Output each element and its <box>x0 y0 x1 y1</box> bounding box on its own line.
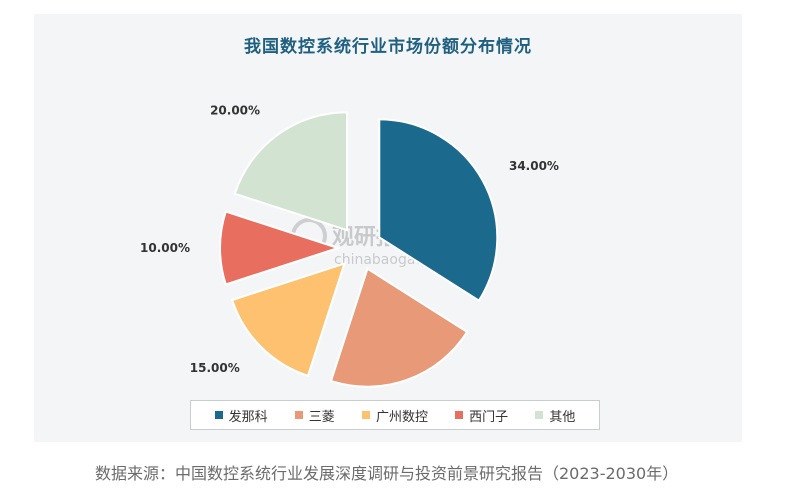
legend-label: 三菱 <box>308 409 335 425</box>
pie-slice-2 <box>230 261 347 378</box>
legend-swatch <box>535 411 544 419</box>
chart-title: 我国数控系统行业市场份额分布情况 <box>244 37 532 57</box>
legend-item-2: 广州数控 <box>361 406 428 425</box>
pie-slice-3 <box>219 210 342 286</box>
legend-item-4: 其他 <box>535 406 575 425</box>
pie-slice-0 <box>378 118 499 303</box>
pie-slice-1 <box>329 267 469 388</box>
legend-label: 西门子 <box>469 409 509 425</box>
pie-slice-4 <box>233 111 349 232</box>
data-label-2: 15.00% <box>190 361 240 375</box>
legend-label: 广州数控 <box>375 409 428 425</box>
data-label-4: 20.00% <box>210 103 260 117</box>
legend-swatch <box>361 411 370 419</box>
legend-swatch <box>455 411 464 419</box>
legend-item-3: 西门子 <box>455 406 508 425</box>
legend-label: 发那科 <box>228 409 268 425</box>
source-note: 数据来源：中国数控系统行业发展深度调研与投资前景研究报告（2023-2030年） <box>95 464 679 483</box>
legend-item-1: 三菱 <box>294 406 335 425</box>
data-label-0: 34.00% <box>509 159 559 173</box>
data-label-3: 10.00% <box>140 241 190 255</box>
chart-card: 我国数控系统行业市场份额分布情况 观研报告网 chinabaogao.com 3… <box>34 14 742 442</box>
legend-item-0: 发那科 <box>214 406 268 425</box>
legend-swatch <box>214 411 223 419</box>
legend-swatch <box>294 411 303 419</box>
legend: 发那科 三菱 广州数控 西门子 其他 <box>190 400 600 430</box>
legend-label: 其他 <box>549 409 576 425</box>
pie-chart: 观研报告网 chinabaogao.com 34.00%21.00%15.00%… <box>140 103 559 388</box>
